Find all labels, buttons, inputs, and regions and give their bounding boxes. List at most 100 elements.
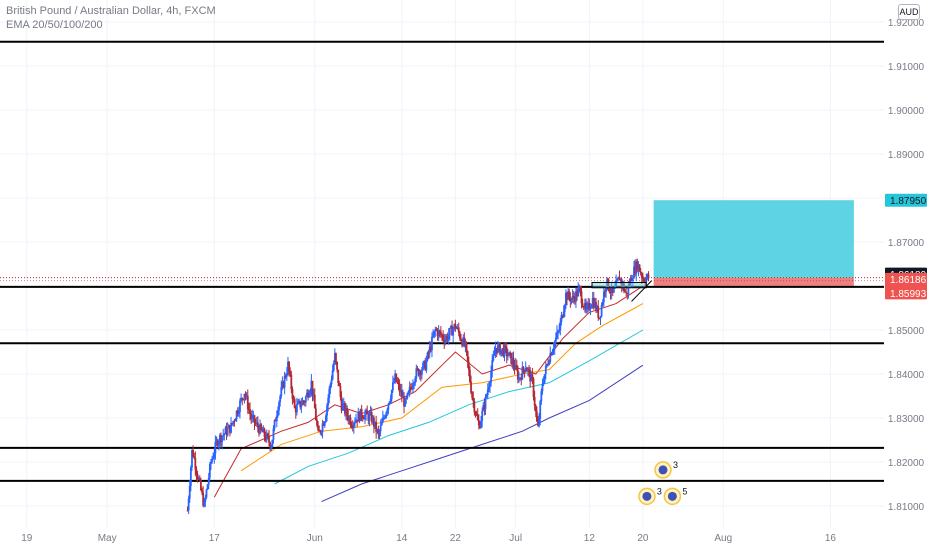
candle-body (281, 382, 284, 388)
symbol-title[interactable]: British Pound / Australian Dollar, 4h, F… (6, 5, 216, 17)
candle-body (551, 351, 554, 356)
candle-body (336, 361, 338, 370)
y-tick-label: 1.89000 (888, 150, 925, 161)
candle-body (264, 436, 267, 441)
candle-body (283, 375, 286, 388)
candle-body (366, 410, 369, 415)
candle-body (279, 396, 282, 403)
position-tool[interactable] (653, 200, 854, 287)
candle-body (487, 386, 490, 390)
candle-body (350, 425, 353, 428)
candle-body (578, 286, 581, 289)
candle-body (633, 266, 635, 279)
candle-body (214, 441, 217, 454)
candle-body (391, 382, 394, 391)
candle-body (255, 422, 258, 424)
candle-body (446, 335, 449, 340)
candle-body (396, 381, 399, 383)
candle-body (518, 377, 520, 380)
candle-body (572, 296, 575, 298)
candle-body (301, 401, 304, 406)
candle-body (600, 304, 603, 317)
candle-body (426, 352, 429, 361)
candle-body (410, 388, 413, 390)
candle-body (231, 423, 234, 425)
candle-body (237, 411, 240, 414)
consolidation-rectangle[interactable] (591, 281, 647, 289)
candle-body (548, 361, 551, 365)
time-axis[interactable]: 19 May 17 Jun 14 22 Jul 12 20 Aug 16 (21, 533, 836, 544)
price-axis[interactable]: 1.920001.910001.900001.890001.880001.870… (888, 18, 925, 513)
candle-body (223, 433, 226, 436)
candle-body (591, 297, 594, 306)
candle-body (621, 283, 624, 286)
candle-body (486, 389, 489, 396)
candle-body (458, 332, 461, 339)
y-tick-label: 1.81000 (888, 502, 925, 513)
candle-body (616, 279, 619, 281)
candle-body (298, 400, 301, 403)
candle-body (529, 370, 532, 382)
y-tick-label: 1.83000 (888, 414, 925, 425)
candle-body (418, 371, 421, 376)
candle-body (637, 264, 640, 271)
candle-body (233, 421, 236, 423)
candle-body (328, 388, 331, 398)
candle-body (453, 324, 456, 329)
candle-body (280, 387, 283, 397)
currency-button[interactable]: AUD (898, 4, 920, 20)
target-zone[interactable] (653, 200, 854, 278)
x-tick-label: May (98, 533, 117, 544)
candle-body (397, 382, 400, 384)
candle-body (322, 423, 325, 426)
candle-body (564, 292, 567, 306)
trend-line[interactable] (631, 280, 652, 302)
horizontal-levels[interactable] (0, 40, 884, 482)
candle-body (546, 364, 548, 366)
candle-body (222, 435, 225, 437)
candle-body (236, 410, 239, 414)
candle-body (619, 279, 622, 281)
x-tick-label: Jul (509, 533, 522, 544)
candle-body (245, 395, 248, 397)
candle-body (394, 373, 397, 383)
x-tick-label: 14 (396, 533, 408, 544)
candle-body (610, 287, 613, 293)
candle-body (232, 421, 235, 424)
candle-body (414, 378, 417, 384)
candle-body (469, 369, 471, 382)
candle-body (249, 409, 251, 415)
candle-body (630, 277, 633, 281)
candle-body (445, 335, 448, 340)
stop-zone[interactable] (653, 277, 854, 287)
candle-body (596, 306, 599, 311)
candle-body (509, 352, 511, 354)
candle-body (364, 414, 366, 420)
candle-body (636, 261, 639, 271)
candle-body (218, 435, 221, 443)
candle-body (631, 278, 634, 281)
candle-body (415, 368, 418, 379)
candle-body (538, 418, 541, 426)
y-tick-label: 1.90000 (888, 106, 925, 117)
candle-body (331, 370, 334, 380)
candle-body (355, 419, 357, 423)
candle-body (475, 414, 478, 416)
consolidation-box[interactable] (591, 280, 652, 302)
candle-body (513, 365, 516, 370)
event-badges[interactable]: 3 3 5 (638, 460, 687, 506)
candle-body (387, 403, 390, 410)
candle-body (207, 477, 210, 485)
candle-body (424, 360, 427, 371)
candle-body (370, 412, 373, 422)
candle-body (234, 419, 237, 422)
candle-body (501, 348, 504, 350)
candle-body (389, 398, 392, 402)
indicator-title[interactable]: EMA 20/50/100/200 (6, 19, 103, 31)
candle-body (260, 424, 263, 430)
candle-body (225, 427, 228, 436)
candle-body (189, 467, 192, 486)
candle-body (302, 401, 305, 403)
candle-body (605, 286, 607, 292)
